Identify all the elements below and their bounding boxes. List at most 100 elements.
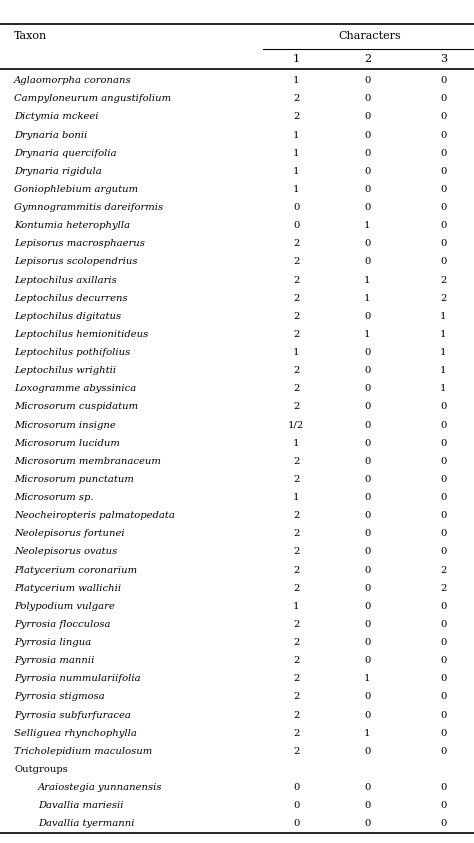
- Text: 2: 2: [293, 511, 300, 520]
- Text: Drynaria bonii: Drynaria bonii: [14, 131, 88, 140]
- Text: 0: 0: [440, 511, 447, 520]
- Text: Dictymia mckeei: Dictymia mckeei: [14, 112, 99, 121]
- Text: 0: 0: [440, 76, 447, 85]
- Text: Pyrrosia flocculosa: Pyrrosia flocculosa: [14, 620, 111, 629]
- Text: 0: 0: [364, 747, 371, 756]
- Text: 0: 0: [364, 493, 371, 502]
- Text: Pyrrosia lingua: Pyrrosia lingua: [14, 638, 91, 647]
- Text: 1: 1: [293, 602, 300, 611]
- Text: 0: 0: [440, 692, 447, 701]
- Text: Leptochilus hemionitideus: Leptochilus hemionitideus: [14, 330, 148, 339]
- Text: 0: 0: [364, 692, 371, 701]
- Text: 3: 3: [439, 54, 447, 64]
- Text: 0: 0: [440, 493, 447, 502]
- Text: Selliguea rhynchophylla: Selliguea rhynchophylla: [14, 728, 137, 738]
- Text: 0: 0: [364, 348, 371, 357]
- Text: Microsorum insigne: Microsorum insigne: [14, 421, 116, 430]
- Text: Polypodium vulgare: Polypodium vulgare: [14, 602, 115, 611]
- Text: 0: 0: [364, 312, 371, 321]
- Text: 0: 0: [440, 257, 447, 266]
- Text: 0: 0: [364, 475, 371, 484]
- Text: 1: 1: [440, 330, 447, 339]
- Text: 1: 1: [293, 148, 300, 158]
- Text: 0: 0: [364, 366, 371, 375]
- Text: 0: 0: [364, 638, 371, 647]
- Text: 1: 1: [364, 221, 371, 230]
- Text: 1: 1: [293, 167, 300, 176]
- Text: 2: 2: [293, 402, 300, 411]
- Text: 0: 0: [364, 711, 371, 720]
- Text: 0: 0: [440, 638, 447, 647]
- Text: 0: 0: [440, 402, 447, 411]
- Text: 0: 0: [440, 185, 447, 194]
- Text: 1: 1: [364, 276, 371, 285]
- Text: 1: 1: [293, 348, 300, 357]
- Text: Microsorum cuspidatum: Microsorum cuspidatum: [14, 402, 138, 411]
- Text: Davallia mariesii: Davallia mariesii: [38, 801, 123, 810]
- Text: Pyrrosia subfurfuracea: Pyrrosia subfurfuracea: [14, 711, 131, 720]
- Text: 1: 1: [440, 384, 447, 394]
- Text: Characters: Characters: [338, 31, 401, 41]
- Text: 0: 0: [364, 438, 371, 448]
- Text: 0: 0: [364, 94, 371, 104]
- Text: 0: 0: [364, 112, 371, 121]
- Text: Microsorum lucidum: Microsorum lucidum: [14, 438, 120, 448]
- Text: 0: 0: [293, 819, 300, 829]
- Text: 2: 2: [293, 112, 300, 121]
- Text: Pyrrosia nummulariifolia: Pyrrosia nummulariifolia: [14, 674, 141, 684]
- Text: 0: 0: [440, 239, 447, 249]
- Text: 0: 0: [440, 547, 447, 556]
- Text: 1: 1: [293, 76, 300, 85]
- Text: Aglaomorpha coronans: Aglaomorpha coronans: [14, 76, 132, 85]
- Text: 0: 0: [293, 783, 300, 792]
- Text: Microsorum punctatum: Microsorum punctatum: [14, 475, 134, 484]
- Text: 2: 2: [293, 384, 300, 394]
- Text: 0: 0: [440, 674, 447, 684]
- Text: 1: 1: [293, 438, 300, 448]
- Text: 2: 2: [293, 457, 300, 466]
- Text: 2: 2: [293, 547, 300, 556]
- Text: 0: 0: [440, 602, 447, 611]
- Text: 0: 0: [440, 475, 447, 484]
- Text: Neocheiropteris palmatopedata: Neocheiropteris palmatopedata: [14, 511, 175, 520]
- Text: 1/2: 1/2: [288, 421, 304, 430]
- Text: 1: 1: [364, 330, 371, 339]
- Text: 0: 0: [440, 112, 447, 121]
- Text: 1: 1: [364, 293, 371, 303]
- Text: 2: 2: [293, 674, 300, 684]
- Text: 0: 0: [364, 131, 371, 140]
- Text: 0: 0: [364, 203, 371, 212]
- Text: 2: 2: [293, 276, 300, 285]
- Text: 1: 1: [292, 54, 300, 64]
- Text: 2: 2: [293, 330, 300, 339]
- Text: 2: 2: [440, 583, 447, 593]
- Text: Platycerium coronarium: Platycerium coronarium: [14, 566, 137, 575]
- Text: 1: 1: [364, 728, 371, 738]
- Text: 0: 0: [440, 167, 447, 176]
- Text: 0: 0: [364, 239, 371, 249]
- Text: 0: 0: [364, 602, 371, 611]
- Text: 0: 0: [364, 421, 371, 430]
- Text: 0: 0: [440, 747, 447, 756]
- Text: 0: 0: [440, 620, 447, 629]
- Text: 0: 0: [293, 203, 300, 212]
- Text: 0: 0: [364, 167, 371, 176]
- Text: 0: 0: [293, 221, 300, 230]
- Text: 0: 0: [364, 257, 371, 266]
- Text: 1: 1: [293, 131, 300, 140]
- Text: 0: 0: [440, 203, 447, 212]
- Text: Lepisorus macrosphaerus: Lepisorus macrosphaerus: [14, 239, 145, 249]
- Text: 2: 2: [293, 475, 300, 484]
- Text: 2: 2: [440, 566, 447, 575]
- Text: Platycerium wallichii: Platycerium wallichii: [14, 583, 121, 593]
- Text: Neolepisorus fortunei: Neolepisorus fortunei: [14, 529, 125, 539]
- Text: 0: 0: [440, 421, 447, 430]
- Text: 0: 0: [440, 148, 447, 158]
- Text: 1: 1: [440, 366, 447, 375]
- Text: 0: 0: [364, 620, 371, 629]
- Text: 2: 2: [293, 728, 300, 738]
- Text: 2: 2: [293, 692, 300, 701]
- Text: 2: 2: [293, 747, 300, 756]
- Text: Davallia tyermanni: Davallia tyermanni: [38, 819, 135, 829]
- Text: Pyrrosia mannii: Pyrrosia mannii: [14, 656, 95, 665]
